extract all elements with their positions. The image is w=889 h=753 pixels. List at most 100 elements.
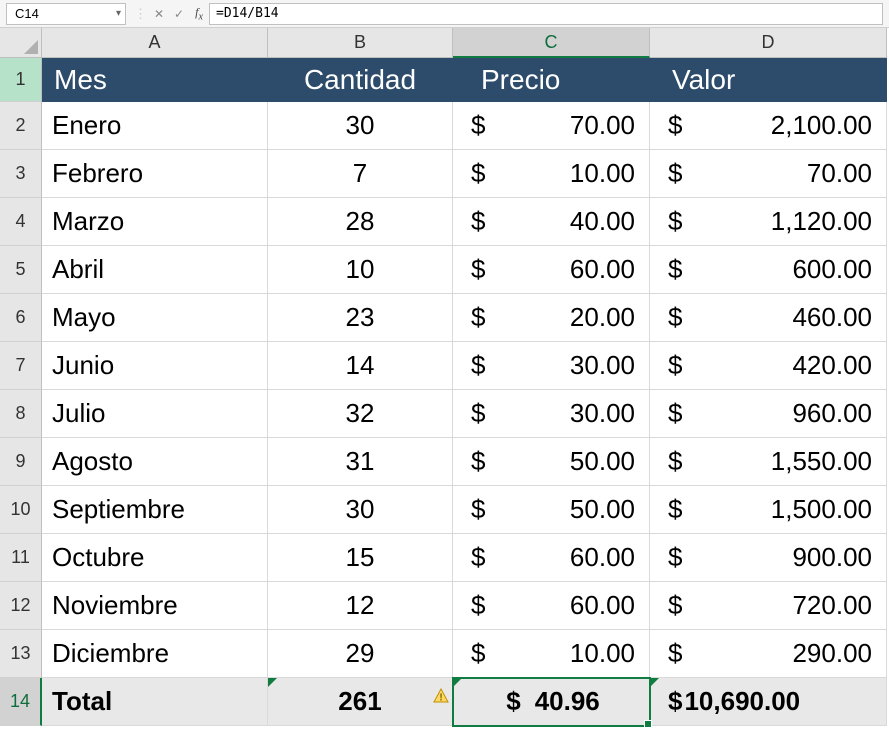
header-cantidad[interactable]: Cantidad [268, 58, 453, 102]
cell-cantidad[interactable]: 32 [268, 390, 453, 438]
cell-value: 900.00 [792, 542, 872, 573]
col-header-B[interactable]: B [268, 28, 453, 58]
cell-value: 600.00 [792, 254, 872, 285]
fx-icon[interactable]: fx [189, 5, 209, 22]
cell-value: 460.00 [792, 302, 872, 333]
error-indicator-icon[interactable]: ! [433, 680, 449, 696]
cell-precio[interactable]: $50.00 [453, 486, 650, 534]
separator: ⋮ [134, 6, 147, 22]
cell-mes[interactable]: Julio [42, 390, 268, 438]
total-cantidad[interactable]: 261 [268, 678, 453, 726]
row-header-14[interactable]: 14 [0, 678, 42, 726]
cell-precio[interactable]: $60.00 [453, 246, 650, 294]
name-box-dropdown-icon[interactable]: ▾ [116, 8, 121, 19]
currency-symbol: $ [471, 590, 485, 621]
currency-symbol: $ [668, 110, 682, 141]
cancel-icon[interactable]: ✕ [149, 7, 169, 21]
cell-mes[interactable]: Junio [42, 342, 268, 390]
currency-symbol: $ [471, 446, 485, 477]
cell-valor[interactable]: $2,100.00 [650, 102, 887, 150]
cell-valor[interactable]: $290.00 [650, 630, 887, 678]
row-header-1[interactable]: 1 [0, 58, 42, 102]
header-precio[interactable]: Precio [453, 58, 650, 102]
col-header-D[interactable]: D [650, 28, 887, 58]
cell-mes[interactable]: Enero [42, 102, 268, 150]
total-precio[interactable]: $40.96! [453, 678, 650, 726]
cell-valor[interactable]: $420.00 [650, 342, 887, 390]
cell-cantidad[interactable]: 30 [268, 102, 453, 150]
formula-bar: C14 ▾ ⋮ ✕ ✓ fx =D14/B14 [0, 0, 889, 28]
row-header-11[interactable]: 11 [0, 534, 42, 582]
cell-mes[interactable]: Noviembre [42, 582, 268, 630]
select-all-corner[interactable] [0, 28, 42, 58]
cell-value: 60.00 [570, 254, 635, 285]
cell-precio[interactable]: $50.00 [453, 438, 650, 486]
cell-precio[interactable]: $10.00 [453, 150, 650, 198]
currency-symbol: $ [471, 254, 485, 285]
cell-precio[interactable]: $70.00 [453, 102, 650, 150]
row-header-6[interactable]: 6 [0, 294, 42, 342]
currency-symbol: $ [668, 638, 682, 669]
cell-precio[interactable]: $30.00 [453, 390, 650, 438]
row-header-8[interactable]: 8 [0, 390, 42, 438]
cell-cantidad[interactable]: 14 [268, 342, 453, 390]
cell-valor[interactable]: $1,120.00 [650, 198, 887, 246]
accept-icon[interactable]: ✓ [169, 7, 189, 21]
row-header-3[interactable]: 3 [0, 150, 42, 198]
cell-valor[interactable]: $1,550.00 [650, 438, 887, 486]
row-header-5[interactable]: 5 [0, 246, 42, 294]
cell-value: 50.00 [570, 446, 635, 477]
cell-mes[interactable]: Octubre [42, 534, 268, 582]
row-header-9[interactable]: 9 [0, 438, 42, 486]
formula-input[interactable]: =D14/B14 [209, 3, 883, 25]
cell-precio[interactable]: $40.00 [453, 198, 650, 246]
cell-precio[interactable]: $30.00 [453, 342, 650, 390]
cell-value: 40.96 [535, 686, 600, 717]
cell-cantidad[interactable]: 28 [268, 198, 453, 246]
row-header-12[interactable]: 12 [0, 582, 42, 630]
cell-cantidad[interactable]: 15 [268, 534, 453, 582]
col-header-A[interactable]: A [42, 28, 268, 58]
cell-cantidad[interactable]: 10 [268, 246, 453, 294]
cell-valor[interactable]: $1,500.00 [650, 486, 887, 534]
cell-value: 30.00 [570, 398, 635, 429]
header-valor[interactable]: Valor [650, 58, 887, 102]
cell-valor[interactable]: $460.00 [650, 294, 887, 342]
cell-cantidad[interactable]: 29 [268, 630, 453, 678]
currency-symbol: $ [471, 158, 485, 189]
header-mes[interactable]: Mes [42, 58, 268, 102]
cell-mes[interactable]: Agosto [42, 438, 268, 486]
currency-symbol: $ [471, 302, 485, 333]
cell-cantidad[interactable]: 31 [268, 438, 453, 486]
cell-precio[interactable]: $10.00 [453, 630, 650, 678]
row-header-13[interactable]: 13 [0, 630, 42, 678]
cell-cantidad[interactable]: 23 [268, 294, 453, 342]
cell-mes[interactable]: Febrero [42, 150, 268, 198]
cell-valor[interactable]: $600.00 [650, 246, 887, 294]
cell-precio[interactable]: $20.00 [453, 294, 650, 342]
cell-mes[interactable]: Marzo [42, 198, 268, 246]
col-header-C[interactable]: C [453, 28, 650, 58]
cell-mes[interactable]: Diciembre [42, 630, 268, 678]
cell-cantidad[interactable]: 12 [268, 582, 453, 630]
total-valor[interactable]: $10,690.00 [650, 678, 887, 726]
cell-mes[interactable]: Septiembre [42, 486, 268, 534]
row-header-7[interactable]: 7 [0, 342, 42, 390]
cell-mes[interactable]: Mayo [42, 294, 268, 342]
cell-valor[interactable]: $960.00 [650, 390, 887, 438]
total-label[interactable]: Total [42, 678, 268, 726]
cell-precio[interactable]: $60.00 [453, 534, 650, 582]
cell-mes[interactable]: Abril [42, 246, 268, 294]
cell-cantidad[interactable]: 30 [268, 486, 453, 534]
row-header-2[interactable]: 2 [0, 102, 42, 150]
row-header-4[interactable]: 4 [0, 198, 42, 246]
currency-symbol: $ [668, 398, 682, 429]
name-box[interactable]: C14 ▾ [6, 3, 126, 25]
cell-valor[interactable]: $70.00 [650, 150, 887, 198]
cell-precio[interactable]: $60.00 [453, 582, 650, 630]
cell-valor[interactable]: $720.00 [650, 582, 887, 630]
row-header-10[interactable]: 10 [0, 486, 42, 534]
cell-valor[interactable]: $900.00 [650, 534, 887, 582]
cell-value: 2,100.00 [771, 110, 872, 141]
cell-cantidad[interactable]: 7 [268, 150, 453, 198]
